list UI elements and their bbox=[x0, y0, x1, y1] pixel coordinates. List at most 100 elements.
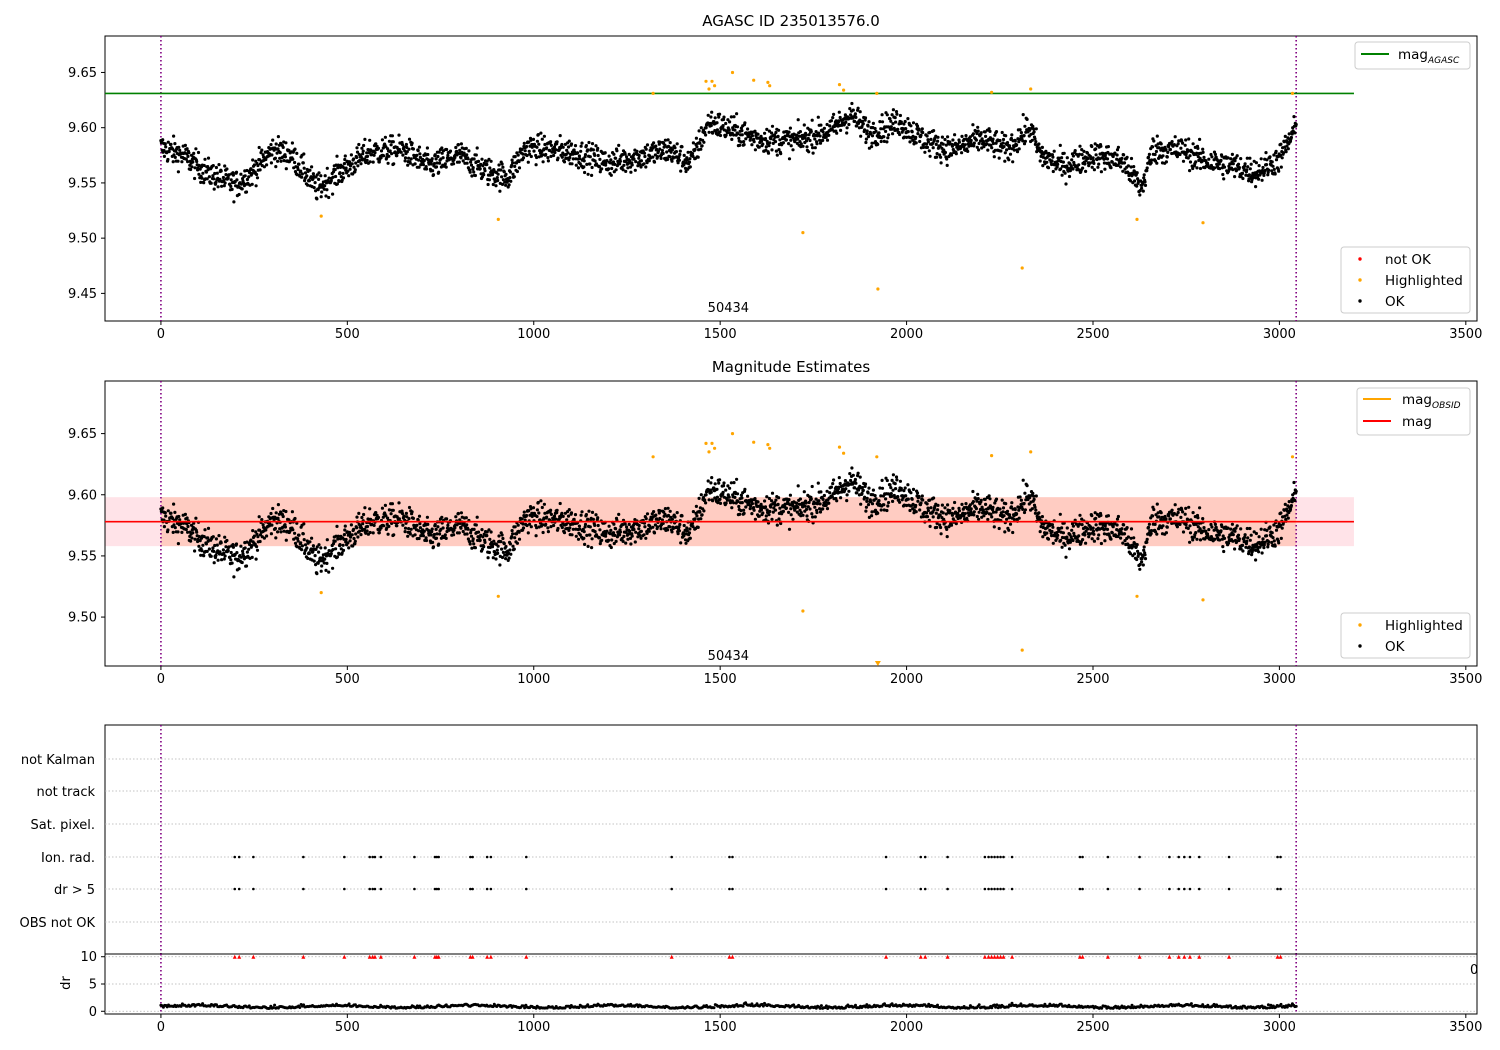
ok-point bbox=[336, 163, 340, 167]
ok-point bbox=[686, 150, 690, 154]
ok-point bbox=[607, 524, 611, 528]
ok-point bbox=[243, 174, 247, 178]
ok-point bbox=[500, 555, 505, 560]
ok-point bbox=[994, 497, 999, 501]
ok-point bbox=[569, 142, 574, 146]
highlighted-point bbox=[496, 217, 500, 221]
ok-point bbox=[334, 174, 338, 179]
y-tick-label: 9.60 bbox=[68, 121, 97, 136]
ok-point bbox=[566, 151, 570, 155]
highlighted-point bbox=[752, 78, 756, 82]
ok-point bbox=[587, 140, 591, 145]
ok-point bbox=[513, 536, 517, 540]
ok-point bbox=[1140, 186, 1144, 190]
ok-point bbox=[331, 566, 335, 570]
ok-point bbox=[493, 550, 497, 554]
ok-point bbox=[740, 496, 744, 500]
ok-point bbox=[352, 157, 356, 161]
ok-point bbox=[651, 155, 655, 159]
ok-point bbox=[250, 172, 254, 176]
ok-point bbox=[1078, 513, 1082, 517]
ok-point bbox=[1245, 156, 1249, 160]
ok-point bbox=[1113, 151, 1117, 155]
ok-point bbox=[392, 533, 396, 537]
ok-point bbox=[609, 173, 613, 177]
ok-point bbox=[975, 514, 979, 519]
ok-point bbox=[494, 557, 498, 561]
ok-point bbox=[545, 146, 549, 150]
ok-point bbox=[590, 537, 594, 541]
ok-point bbox=[586, 172, 590, 176]
ok-point bbox=[1102, 161, 1106, 165]
ok-point bbox=[1106, 145, 1110, 149]
ok-point bbox=[1040, 145, 1044, 149]
ok-point bbox=[510, 163, 514, 167]
ok-point bbox=[753, 148, 758, 152]
ok-point bbox=[949, 153, 954, 157]
ok-point bbox=[499, 540, 503, 544]
ok-point bbox=[1025, 117, 1029, 121]
ok-point bbox=[594, 144, 598, 148]
ok-point bbox=[184, 157, 188, 161]
ok-point bbox=[215, 543, 219, 547]
ok-point bbox=[612, 152, 616, 156]
ok-point bbox=[998, 138, 1002, 143]
ok-point bbox=[588, 155, 592, 159]
ok-point bbox=[383, 135, 387, 139]
ok-point bbox=[1226, 156, 1230, 160]
ok-point bbox=[329, 552, 333, 556]
ok-point bbox=[1099, 170, 1103, 174]
ok-point bbox=[361, 522, 365, 526]
ok-point bbox=[186, 530, 190, 534]
ok-point bbox=[746, 494, 750, 498]
ok-point bbox=[429, 533, 433, 537]
ok-point bbox=[865, 499, 869, 503]
ok-point bbox=[1090, 537, 1094, 541]
ok-point bbox=[529, 154, 533, 159]
ok-point bbox=[738, 512, 742, 516]
ok-point bbox=[991, 137, 995, 141]
ok-point bbox=[315, 197, 319, 201]
ok-point bbox=[732, 115, 736, 119]
ok-point bbox=[220, 558, 224, 562]
ok-point bbox=[1033, 137, 1037, 141]
ok-point bbox=[588, 525, 592, 529]
ok-point bbox=[1010, 501, 1014, 505]
ok-point bbox=[936, 135, 940, 139]
ok-point bbox=[365, 158, 369, 162]
ok-point bbox=[849, 478, 853, 483]
ok-point bbox=[549, 525, 553, 529]
ok-point bbox=[418, 152, 422, 156]
ok-point bbox=[417, 145, 422, 149]
ok-point bbox=[638, 533, 642, 538]
ok-point bbox=[327, 195, 331, 200]
ok-point bbox=[693, 517, 697, 521]
ok-point bbox=[894, 110, 899, 114]
ok-point bbox=[1071, 154, 1075, 158]
ok-point bbox=[327, 176, 331, 180]
ok-point bbox=[1034, 127, 1038, 131]
ok-point bbox=[591, 517, 596, 522]
ok-point bbox=[1259, 157, 1263, 161]
ok-point bbox=[507, 556, 511, 560]
ok-point bbox=[310, 536, 314, 540]
ok-point bbox=[1132, 165, 1136, 169]
ok-point bbox=[1001, 141, 1005, 145]
ok-point bbox=[579, 513, 583, 517]
ok-point bbox=[596, 153, 600, 158]
ok-point bbox=[676, 161, 680, 165]
ok-point bbox=[1111, 525, 1115, 529]
ok-point bbox=[904, 494, 908, 498]
ok-point bbox=[1021, 507, 1025, 511]
ok-point bbox=[274, 165, 278, 169]
ok-point bbox=[752, 137, 756, 141]
ok-point bbox=[425, 146, 429, 150]
ok-point bbox=[860, 486, 865, 490]
ok-point bbox=[1099, 513, 1103, 518]
ok-point bbox=[1129, 179, 1133, 183]
ok-point bbox=[1011, 530, 1015, 535]
ok-point bbox=[691, 141, 696, 145]
ok-point bbox=[1145, 540, 1149, 544]
ok-point bbox=[967, 139, 971, 143]
ok-point bbox=[773, 140, 778, 144]
